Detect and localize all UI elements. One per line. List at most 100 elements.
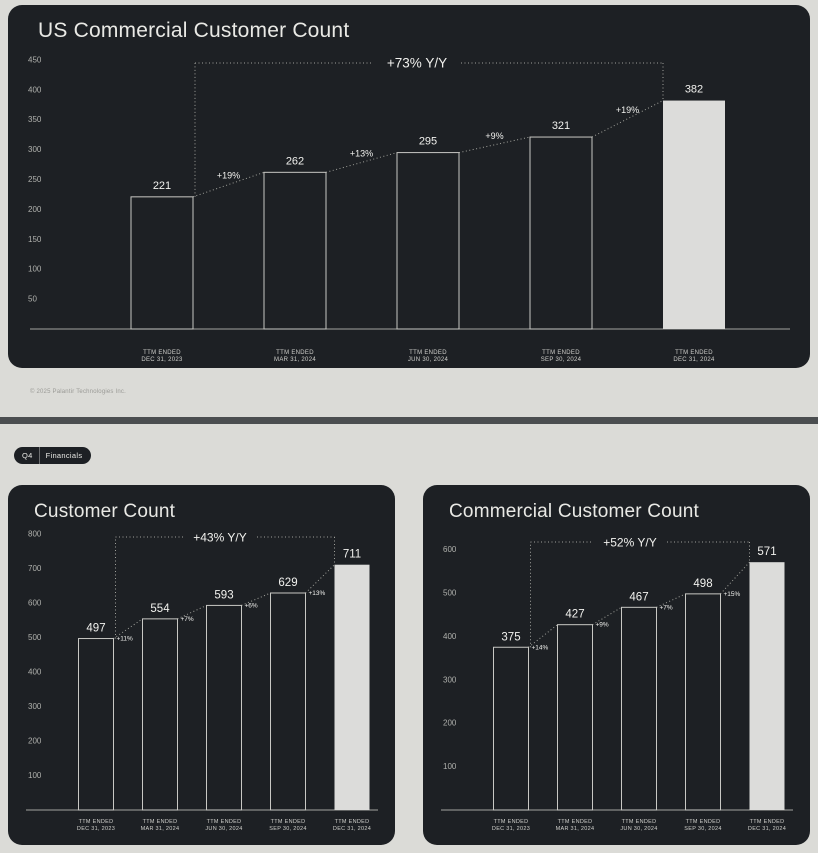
y-tick-label: 400 xyxy=(443,632,457,641)
category-label: DEC 31, 2023 xyxy=(141,357,183,363)
y-tick-label: 100 xyxy=(443,762,457,771)
value-label: 262 xyxy=(286,155,304,167)
yoy-change-label: +73% Y/Y xyxy=(387,56,447,71)
category-label: TTM ENDED xyxy=(143,350,181,356)
y-tick-label: 700 xyxy=(28,564,42,573)
us-commercial-customer-count-chart: 50 100 150 200 250 300 350 400 450 +73% Y/Y +19% +1… xyxy=(28,55,790,363)
y-tick-label: 200 xyxy=(443,719,457,728)
y-tick-label: 600 xyxy=(28,599,42,608)
y-tick-label: 800 xyxy=(28,530,42,539)
pct-change-label: +13% xyxy=(309,590,326,597)
category-label: MAR 31, 2024 xyxy=(556,826,595,832)
pct-change-label: +15% xyxy=(724,591,741,598)
connector-line xyxy=(305,564,335,594)
y-tick-label: 300 xyxy=(443,675,457,684)
value-label: 497 xyxy=(86,623,105,635)
badge-section-label: Financials xyxy=(45,451,83,460)
bar xyxy=(130,196,194,330)
customer-count-card: Customer Count 100 200 300 400 500 600 700 800 +… xyxy=(8,485,395,845)
highlight-bar xyxy=(749,562,785,810)
pct-change-label: +19% xyxy=(217,171,240,181)
y-tick-label: 50 xyxy=(28,295,37,304)
pct-change-label: +14% xyxy=(532,644,549,651)
category-label: TTM ENDED xyxy=(686,819,721,825)
bar xyxy=(557,624,593,811)
bar xyxy=(396,152,460,330)
pct-change-label: +6% xyxy=(245,602,258,609)
pct-change-label: +9% xyxy=(485,131,503,141)
category-label: JUN 30, 2024 xyxy=(620,826,657,832)
section-divider xyxy=(0,417,818,424)
category-label: JUN 30, 2024 xyxy=(205,826,242,832)
value-label: 375 xyxy=(501,631,520,643)
category-label: TTM ENDED xyxy=(409,350,447,356)
category-label: SEP 30, 2024 xyxy=(684,826,721,832)
pct-change-label: +7% xyxy=(660,604,673,611)
category-label: TTM ENDED xyxy=(750,819,785,825)
y-tick-label: 200 xyxy=(28,205,42,214)
category-label: TTM ENDED xyxy=(675,350,713,356)
chart-title-customer-count: Customer Count xyxy=(34,501,176,522)
category-label: TTM ENDED xyxy=(494,819,529,825)
bar xyxy=(621,606,657,811)
y-tick-label: 500 xyxy=(443,589,457,598)
q4-financials-badge: Q4 Financials xyxy=(14,447,92,464)
y-tick-label: 400 xyxy=(28,85,42,94)
category-label: TTM ENDED xyxy=(335,819,370,825)
value-label: 321 xyxy=(552,120,570,132)
bar xyxy=(493,646,529,811)
category-label: DEC 31, 2023 xyxy=(492,826,530,832)
category-label: MAR 31, 2024 xyxy=(274,357,316,363)
y-tick-label: 100 xyxy=(28,265,42,274)
pct-change-label: +9% xyxy=(596,622,609,629)
y-tick-label: 500 xyxy=(28,633,42,642)
yoy-change-label: +52% Y/Y xyxy=(603,536,656,550)
value-label: 593 xyxy=(214,589,233,601)
highlight-bar xyxy=(334,564,370,810)
y-tick-label: 400 xyxy=(28,668,42,677)
value-label: 711 xyxy=(343,549,361,561)
y-tick-label: 100 xyxy=(28,771,42,780)
category-label: TTM ENDED xyxy=(276,350,314,356)
category-label: TTM ENDED xyxy=(542,350,580,356)
value-label: 554 xyxy=(150,603,170,615)
us-commercial-customer-count-card: US Commercial Customer Count 50 100 150 200… xyxy=(8,5,810,368)
connector-line xyxy=(113,618,143,639)
category-label: TTM ENDED xyxy=(143,819,178,825)
value-label: 571 xyxy=(757,546,776,558)
connector-line xyxy=(720,561,750,595)
bar xyxy=(529,136,593,330)
bar xyxy=(685,593,721,811)
badge-quarter-label: Q4 xyxy=(22,451,33,460)
copyright-text: © 2025 Palantir Technologies Inc. xyxy=(30,389,126,395)
connector-line xyxy=(528,624,558,648)
commercial-customer-count-chart: 100 200 300 400 500 600 +52% Y/Y +14% +9% +7% +15%… xyxy=(441,536,793,832)
connector-line xyxy=(592,606,622,626)
value-label: 221 xyxy=(153,180,171,192)
category-label: TTM ENDED xyxy=(79,819,114,825)
y-tick-label: 350 xyxy=(28,115,42,124)
y-tick-label: 300 xyxy=(28,145,42,154)
highlight-bar xyxy=(663,100,725,330)
commercial-customer-count-card: Commercial Customer Count 100 200 300 400 50… xyxy=(423,485,810,845)
category-label: TTM ENDED xyxy=(558,819,593,825)
y-tick-label: 150 xyxy=(28,235,42,244)
category-label: DEC 31, 2024 xyxy=(673,357,715,363)
pct-change-label: +11% xyxy=(117,636,134,643)
badge-separator xyxy=(38,447,40,464)
category-label: SEP 30, 2024 xyxy=(541,357,582,363)
category-label: DEC 31, 2024 xyxy=(748,826,786,832)
bar xyxy=(142,618,178,811)
y-tick-label: 300 xyxy=(28,702,42,711)
value-label: 295 xyxy=(419,136,437,148)
customer-count-chart: 100 200 300 400 500 600 700 800 +43% Y/Y +11% +7% +… xyxy=(26,530,378,832)
chart-title-us-commercial: US Commercial Customer Count xyxy=(38,19,350,42)
value-label: 382 xyxy=(685,84,703,96)
bar xyxy=(270,592,306,811)
category-label: JUN 30, 2024 xyxy=(408,357,449,363)
value-label: 629 xyxy=(278,577,297,589)
y-tick-label: 200 xyxy=(28,737,42,746)
value-label: 427 xyxy=(565,609,584,621)
pct-change-label: +19% xyxy=(616,105,639,115)
category-label: TTM ENDED xyxy=(271,819,306,825)
